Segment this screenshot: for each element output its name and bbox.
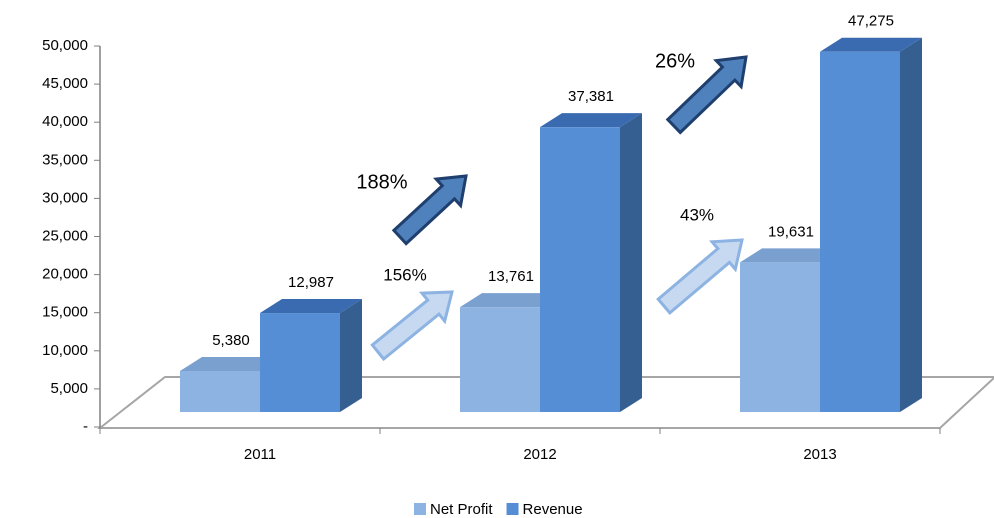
- legend-label: Net Profit: [430, 501, 493, 518]
- y-tick-label: 15,000: [42, 304, 88, 321]
- data-label: 5,380: [212, 332, 250, 349]
- bar-top: [740, 248, 842, 263]
- data-label: 37,381: [568, 88, 614, 105]
- y-tick-label: 50,000: [42, 37, 88, 54]
- y-tick-label: 10,000: [42, 342, 88, 359]
- bar: [260, 313, 340, 412]
- y-tick-label: 40,000: [42, 113, 88, 130]
- growth-arrow: [656, 238, 744, 315]
- data-label: 19,631: [768, 223, 814, 240]
- bar: [820, 51, 900, 413]
- growth-arrow: [370, 290, 454, 362]
- legend-swatch: [414, 503, 426, 515]
- growth-arrow: [665, 55, 748, 135]
- bar-top: [180, 357, 282, 372]
- x-tick-label: 2012: [523, 446, 556, 463]
- bar: [540, 127, 620, 413]
- bar-side: [900, 37, 922, 413]
- bar-top: [820, 37, 922, 52]
- bar-top: [460, 293, 562, 308]
- annotation: 26%: [655, 50, 695, 72]
- y-tick-label: 35,000: [42, 151, 88, 168]
- bar-side: [340, 299, 362, 412]
- bar: [180, 371, 260, 412]
- legend-label: Revenue: [523, 501, 583, 518]
- growth-arrow: [391, 174, 468, 246]
- legend-swatch: [506, 503, 519, 515]
- y-tick-label: 20,000: [42, 266, 88, 283]
- data-label: 12,987: [288, 274, 334, 291]
- x-tick-label: 2013: [803, 446, 836, 463]
- y-tick-label: 30,000: [42, 189, 88, 206]
- x-tick-label: 2011: [244, 446, 276, 463]
- bar: [740, 262, 820, 412]
- data-label: 13,761: [488, 268, 534, 285]
- bar-top: [540, 113, 642, 128]
- bar: [460, 307, 540, 412]
- y-tick-label: 5,000: [50, 380, 88, 397]
- data-label: 47,275: [848, 13, 894, 30]
- y-tick-label: -: [83, 418, 88, 435]
- bar-top: [260, 299, 362, 314]
- y-tick-label: 25,000: [42, 227, 88, 244]
- bar-side: [620, 113, 642, 413]
- annotation: 156%: [383, 265, 426, 284]
- annotation: 188%: [356, 171, 407, 193]
- y-tick-label: 45,000: [42, 75, 88, 92]
- annotation: 43%: [680, 205, 714, 224]
